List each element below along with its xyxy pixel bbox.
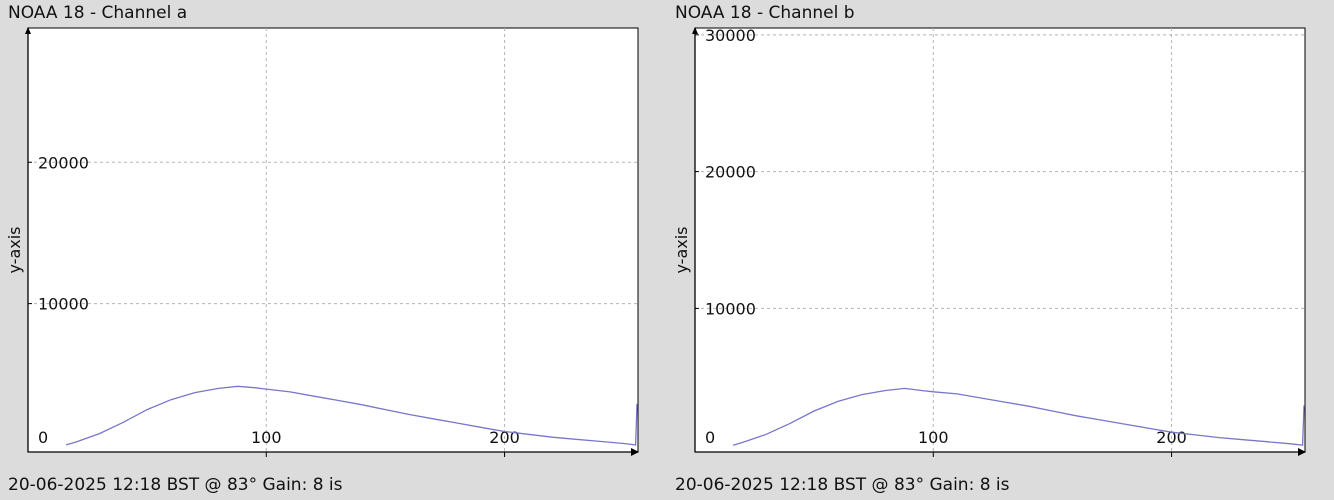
plot-background — [27, 27, 639, 453]
status-footer: 20-06-2025 12:18 BST @ 83° Gain: 8 is — [675, 475, 1010, 495]
chart-title: NOAA 18 - Channel b — [675, 3, 855, 23]
x-tick-label: 100 — [918, 428, 949, 447]
status-footer: 20-06-2025 12:18 BST @ 83° Gain: 8 is — [8, 475, 343, 495]
y-tick-label: 10000 — [705, 299, 756, 318]
x-tick-label: 0 — [705, 428, 715, 447]
y-axis-arrow — [25, 27, 31, 34]
y-tick-label: 10000 — [38, 295, 89, 314]
y-axis-arrow — [692, 27, 698, 34]
chart-panel-b: NOAA 18 - Channel b 0 100 200 10000 20000 300… — [667, 0, 1334, 500]
chart-panel-a: NOAA 18 - Channel a 0 100 200 10000 20000 y-a… — [5, 3, 639, 495]
x-tick-label: 0 — [38, 428, 48, 447]
data-series-line — [732, 387, 1305, 446]
y-axis-label: y-axis — [5, 226, 24, 273]
x-axis-arrow — [631, 448, 639, 456]
data-series-line — [65, 385, 638, 446]
y-tick-label: 20000 — [705, 163, 756, 182]
x-tick-label: 100 — [251, 428, 282, 447]
y-tick-label: 20000 — [38, 153, 89, 172]
chart-title: NOAA 18 - Channel a — [8, 3, 188, 23]
y-axis-label: y-axis — [672, 226, 691, 273]
y-tick-label: 30000 — [705, 26, 756, 45]
x-axis-arrow — [1298, 448, 1306, 456]
plot-background — [694, 27, 1306, 453]
